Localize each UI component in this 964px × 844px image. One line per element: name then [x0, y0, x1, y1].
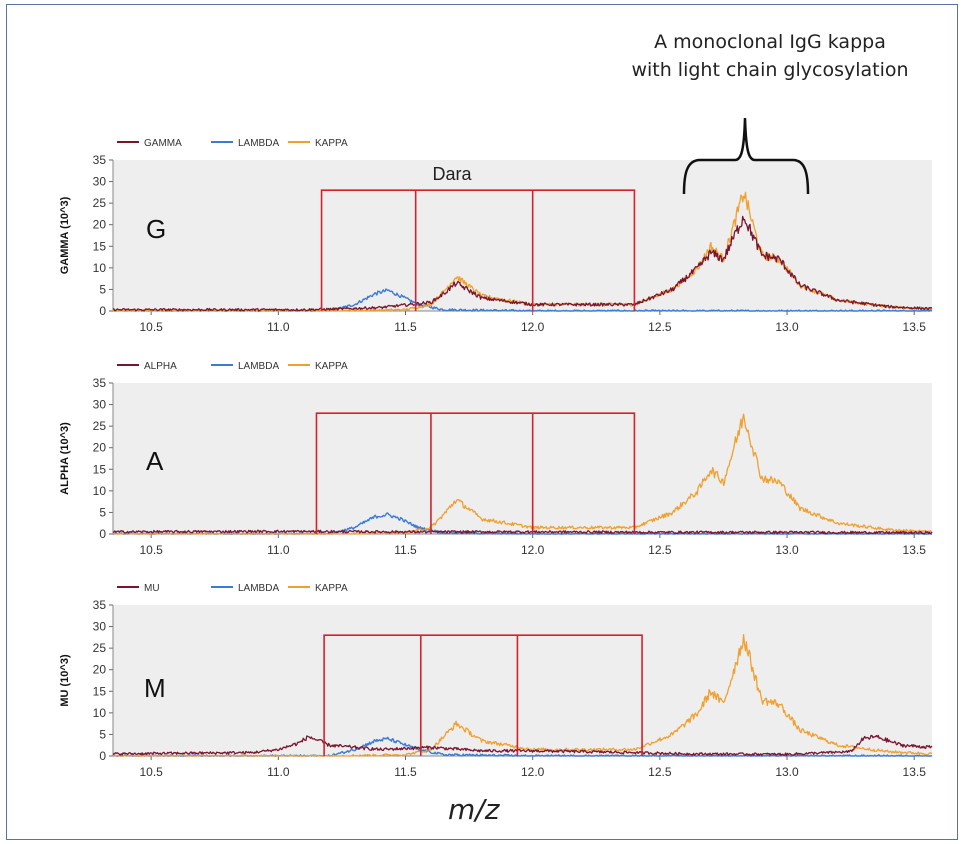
y-axis-title: MU (10^3): [59, 654, 71, 707]
y-tick-label: 0: [99, 527, 106, 541]
x-tick-label: 11.0: [267, 543, 290, 557]
annotation-text: A monoclonal IgG kappa with light chain …: [590, 28, 950, 84]
x-tick-label: 13.5: [903, 543, 927, 557]
y-tick-label: 10: [93, 261, 107, 275]
dara-label: Dara: [432, 164, 472, 184]
series-line-alpha: [112, 529, 933, 535]
legend-label: KAPPA: [315, 138, 348, 149]
x-tick-label: 10.5: [139, 320, 163, 334]
plot-area: [113, 160, 932, 311]
x-tick-label: 11.0: [267, 765, 290, 779]
panel-letter: A: [146, 446, 164, 476]
y-tick-label: 10: [93, 484, 107, 498]
series-line-kappa: [112, 413, 933, 535]
legend-label: LAMBDA: [238, 583, 279, 594]
panel-letter: M: [144, 673, 166, 703]
y-tick-label: 5: [99, 505, 106, 519]
legend-label: MU: [144, 583, 160, 594]
figure-frame: [6, 4, 958, 840]
y-tick-label: 25: [93, 641, 107, 655]
x-tick-label: 10.5: [139, 765, 163, 779]
y-axis-title: GAMMA (10^3): [59, 196, 71, 274]
chart-panel-a: 0 5 10 15 20 25 30 35 10.5 11.0 11.5 12.0 12.5 13.0 13…: [59, 361, 933, 557]
x-tick-label: 12.5: [648, 543, 672, 557]
x-tick-label: 13.0: [775, 765, 799, 779]
x-tick-label: 13.0: [775, 320, 799, 334]
x-tick-label: 11.0: [267, 320, 290, 334]
x-tick-label: 12.5: [648, 320, 672, 334]
x-tick-label: 12.0: [521, 320, 545, 334]
x-tick-label: 12.5: [648, 765, 672, 779]
x-tick-label: 11.5: [394, 320, 417, 334]
series-line-gamma: [112, 215, 933, 312]
y-tick-label: 35: [93, 153, 107, 167]
y-tick-label: 25: [93, 196, 107, 210]
y-tick-label: 20: [93, 663, 107, 677]
annotation-line-1: A monoclonal IgG kappa: [654, 31, 886, 53]
y-tick-label: 25: [93, 419, 107, 433]
y-tick-label: 15: [93, 462, 107, 476]
y-tick-label: 30: [93, 398, 107, 412]
y-tick-label: 15: [93, 684, 107, 698]
dara-box-outline: [320, 189, 636, 311]
legend-label: LAMBDA: [238, 361, 279, 372]
y-tick-label: 0: [99, 749, 106, 763]
brace-icon: [682, 117, 810, 195]
y-tick-label: 5: [99, 727, 106, 741]
legend-label: KAPPA: [315, 583, 348, 594]
x-tick-label: 13.0: [775, 543, 799, 557]
legend-label: KAPPA: [315, 361, 348, 372]
y-tick-label: 5: [99, 282, 106, 296]
x-tick-label: 13.5: [903, 765, 927, 779]
y-tick-label: 30: [93, 175, 107, 189]
series-line-mu: [112, 734, 933, 757]
plot-area: [113, 383, 932, 534]
y-tick-label: 30: [93, 620, 107, 634]
y-tick-label: 0: [99, 304, 106, 318]
chart-panel-g: 0 5 10 15 20 25 30 35 10.5 11.0 11.5 12.0 12.5 13.0 13…: [59, 138, 933, 334]
panel-letter: G: [146, 214, 166, 244]
y-tick-label: 35: [93, 376, 107, 390]
dara-box-outline: [315, 412, 636, 534]
dara-box-outline: [323, 634, 643, 756]
legend-label: GAMMA: [144, 138, 182, 149]
y-tick-label: 20: [93, 441, 107, 455]
y-tick-label: 20: [93, 218, 107, 232]
x-tick-label: 12.0: [521, 543, 545, 557]
x-axis-label: m/z: [448, 793, 500, 826]
y-axis-title: ALPHA (10^3): [59, 422, 71, 495]
series-line-kappa: [112, 634, 933, 757]
x-tick-label: 13.5: [903, 320, 927, 334]
chart-panel-m: 0 5 10 15 20 25 30 35 10.5 11.0 11.5 12.0 12.5 13.0 13…: [59, 583, 933, 779]
x-tick-label: 11.5: [394, 543, 417, 557]
plot-area: [113, 605, 932, 756]
legend-label: ALPHA: [144, 361, 177, 372]
legend-label: LAMBDA: [238, 138, 279, 149]
x-tick-label: 12.0: [521, 765, 545, 779]
x-tick-label: 10.5: [139, 543, 163, 557]
annotation-line-2: with light chain glycosylation: [631, 59, 909, 81]
y-tick-label: 10: [93, 706, 107, 720]
x-tick-label: 11.5: [394, 765, 417, 779]
y-tick-label: 35: [93, 598, 107, 612]
y-tick-label: 15: [93, 239, 107, 253]
